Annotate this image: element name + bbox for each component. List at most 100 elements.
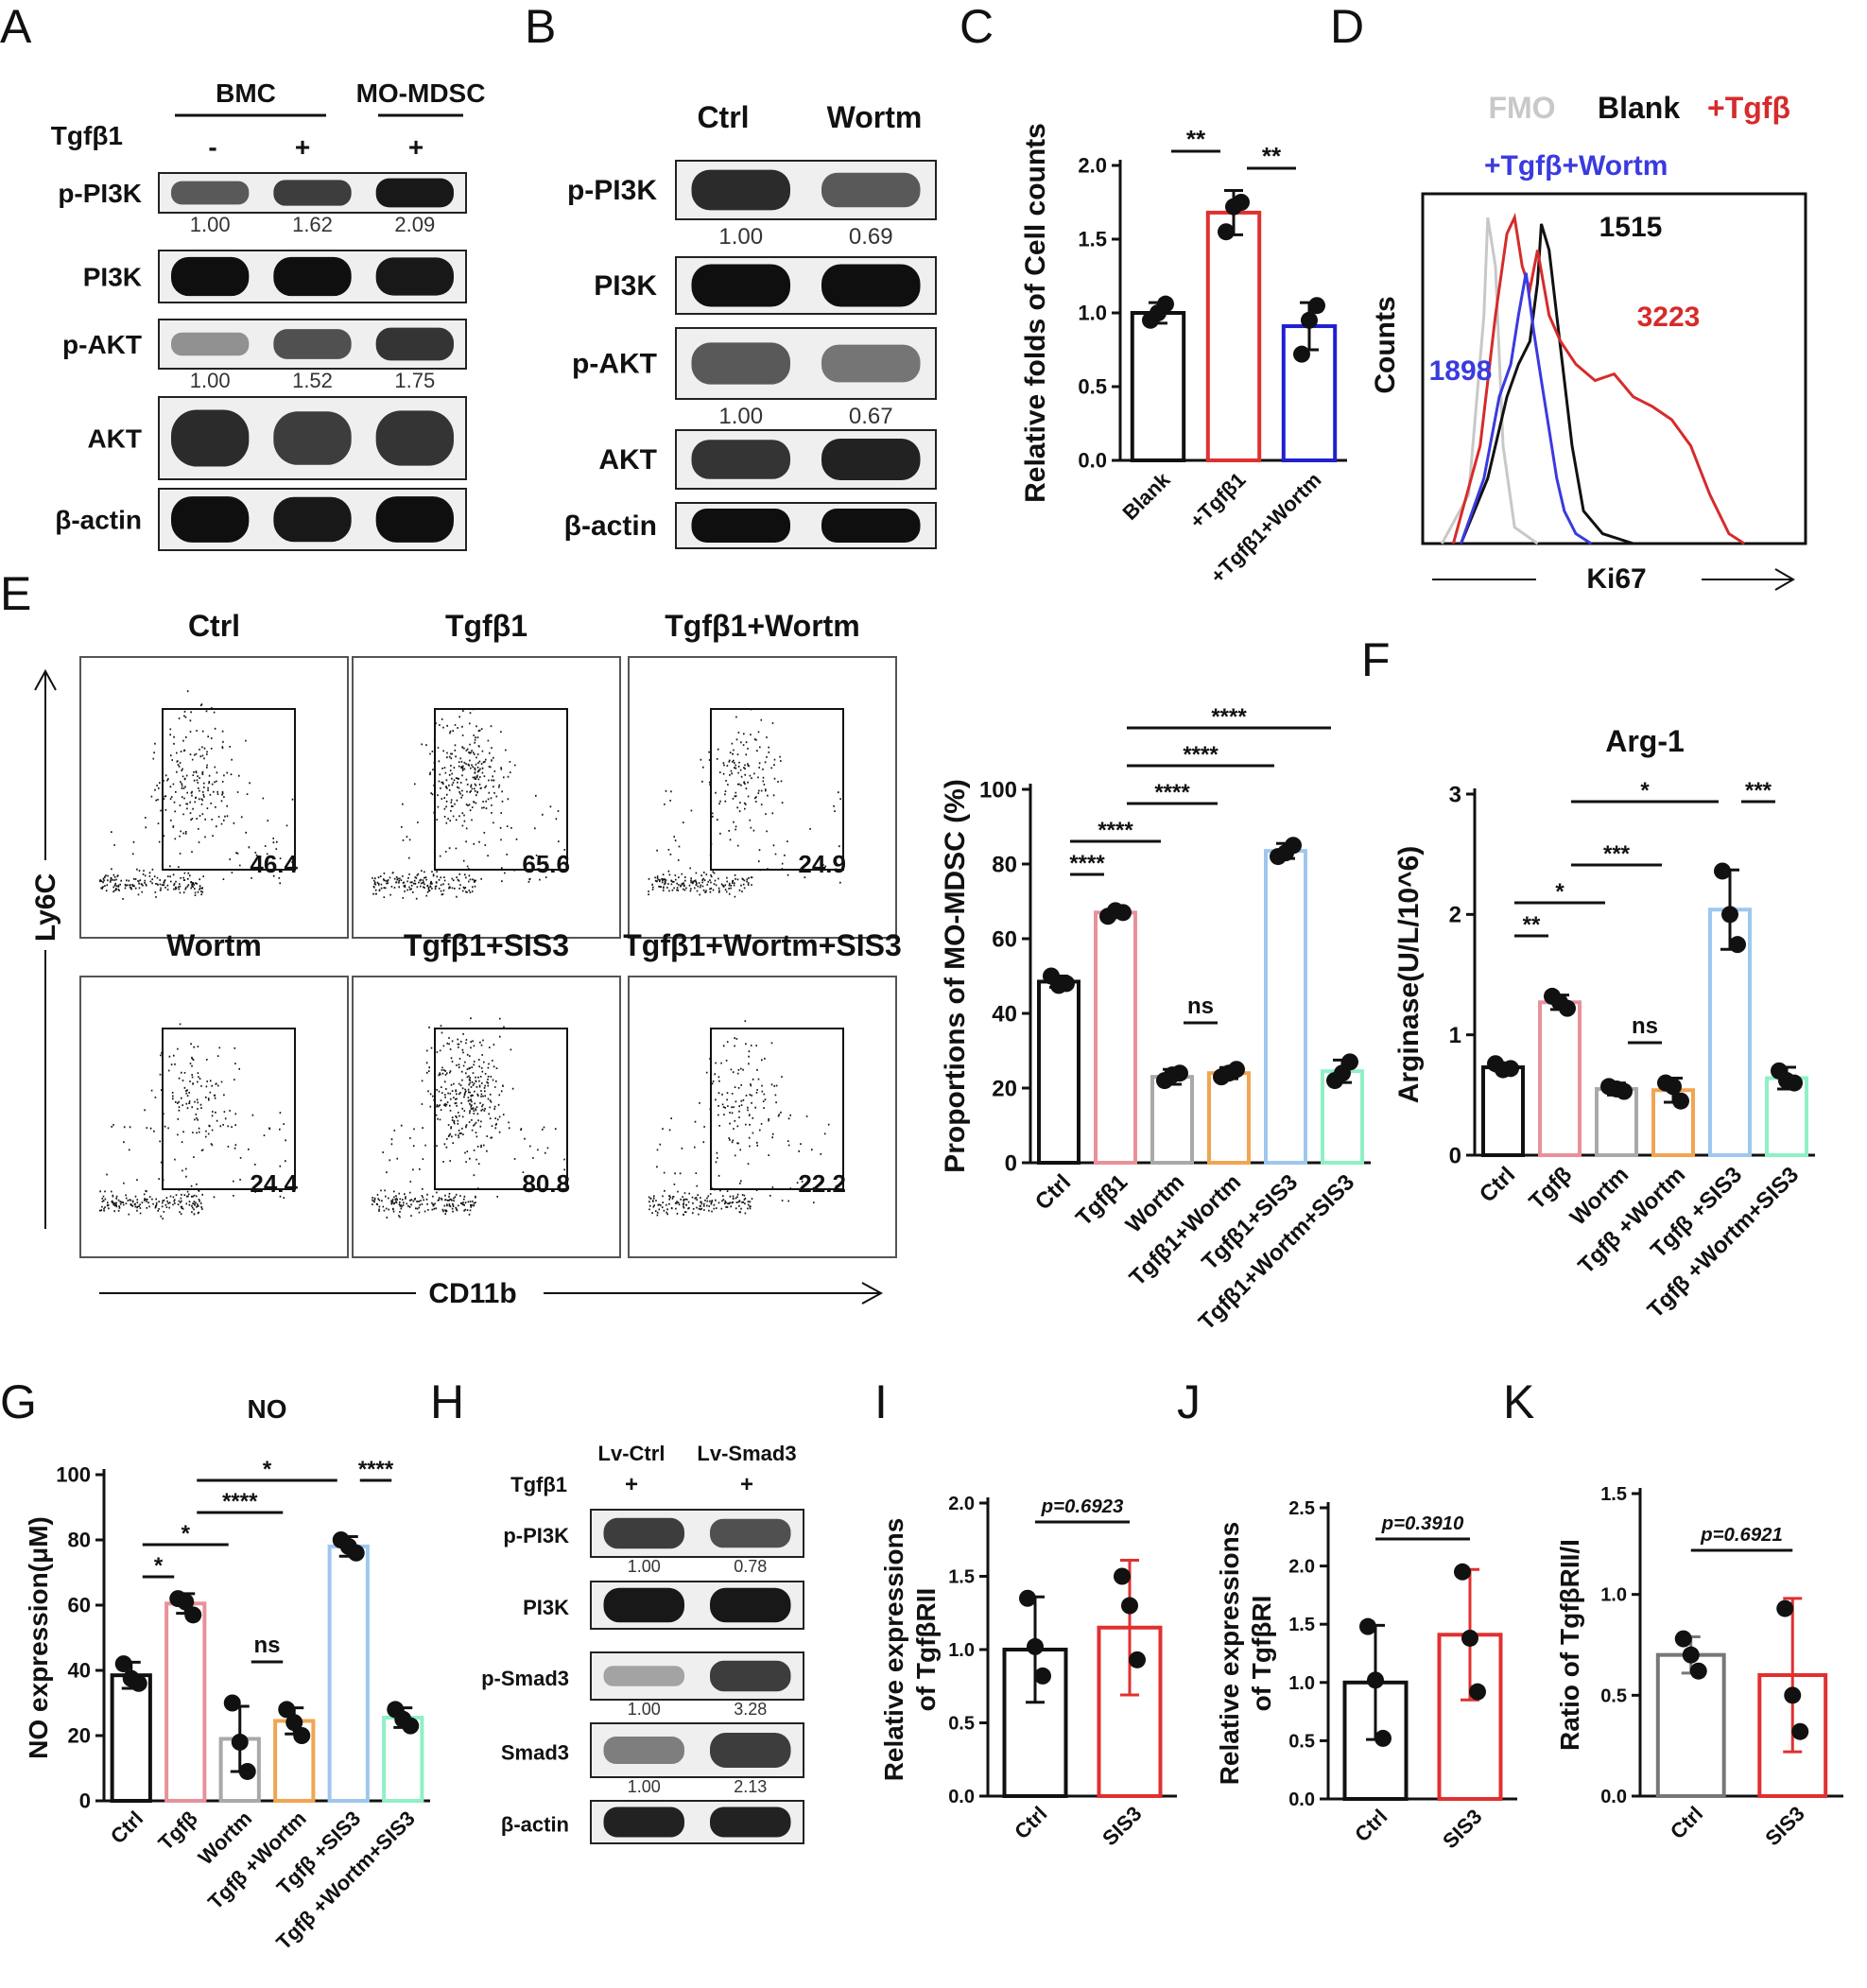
panel-a-western-blot: BMC MO-MDSC Tgfβ1 - + + p-PI3K 1.00 1.62 2.09 PI3K… [51, 78, 486, 551]
y-tick-label-k: 0.0 [1600, 1787, 1627, 1807]
panel-a-band-label: p-PI3K [58, 179, 142, 208]
x-tick-label-c: Blank [1117, 467, 1175, 525]
legend-blank: Blank [1598, 91, 1680, 125]
y-tick-label-i: 0.0 [948, 1787, 975, 1807]
panel-letter-f: F [1361, 633, 1391, 686]
data-point-e-bar [1164, 1066, 1181, 1084]
y-tick-label-e-bar: 60 [992, 926, 1017, 952]
significance-label-g: * [154, 1553, 164, 1579]
y-axis-label-i: Relative expressions [879, 1518, 908, 1782]
panel-a-band [375, 327, 454, 361]
x-tick-label-k: Ctrl [1666, 1802, 1707, 1843]
y-tick-label-c: 1.0 [1078, 302, 1107, 325]
significance-label-e-bar: **** [1211, 704, 1247, 730]
tgfb-wortm-curve [1460, 272, 1593, 545]
panel-a-band [273, 411, 352, 465]
data-point-e-bar [1050, 977, 1067, 994]
y-tick-label-f: 0 [1449, 1143, 1461, 1168]
panel-h-band-quant: 1.00 [628, 1700, 661, 1719]
panel-a-treatment-sign: - [208, 132, 216, 162]
panel-h-band [603, 1587, 684, 1623]
panel-b-band [691, 440, 790, 479]
significance-label-f: * [1640, 778, 1650, 804]
panel-h-band [710, 1587, 791, 1623]
y-axis-label-j: Relative expressions [1215, 1522, 1244, 1786]
flow-gate-percent: 46.4 [250, 850, 298, 878]
data-point-e-bar [1334, 1064, 1351, 1082]
data-point-i [1019, 1589, 1036, 1607]
significance-label-c: ** [1262, 142, 1282, 170]
panel-b-band [691, 509, 790, 543]
y-tick-label-e-bar: 40 [992, 1001, 1017, 1027]
panel-b-band-label: β-actin [564, 510, 657, 542]
data-point-j [1469, 1683, 1486, 1701]
panel-b-western-blot: Ctrl Wortm p-PI3K 1.00 0.69 PI3K p-AKT 1.00 0.67… [564, 100, 937, 549]
data-point-g [293, 1727, 311, 1744]
data-point-f [1665, 1078, 1682, 1096]
panel-a-band [375, 178, 454, 208]
panel-d-flow-histogram: FMO Blank +Tgfβ +Tgfβ+Wortm 1515 3223 1898 Ki67… [1370, 91, 1807, 595]
flow-dots [372, 708, 566, 900]
data-point-f [1778, 1072, 1795, 1090]
panel-h-band-label: Smad3 [501, 1741, 569, 1765]
panel-a-band [171, 181, 250, 205]
panel-a-group-mo-mdsc: MO-MDSC [356, 78, 486, 108]
y-arrow-head [34, 668, 57, 691]
data-point-k [1682, 1646, 1700, 1664]
panel-letter-h: H [430, 1375, 464, 1428]
panel-j-bar-chart: 0.0 0.5 1.0 1.5 2.0 2.5 Relative expressions of… [1215, 1498, 1517, 1853]
flow-gate-percent: 24.4 [250, 1169, 298, 1198]
y-axis-label-f: Arginase(U/L/10^6) [1393, 846, 1425, 1104]
y-tick-label-g: 20 [68, 1724, 91, 1748]
panel-b-band [691, 342, 790, 385]
data-point-e-bar [1277, 844, 1294, 862]
flow-gate-percent: 22.2 [798, 1169, 846, 1198]
x-tick-label-i: SIS3 [1098, 1802, 1146, 1850]
legend-tgfb-wortm: +Tgfβ+Wortm [1484, 150, 1668, 182]
data-point-c [1293, 345, 1310, 363]
data-point-g [285, 1714, 303, 1732]
panel-e-bar-chart: 0 20 40 60 80 100 Proportions of MO-MDSC (%) Ct… [940, 704, 1371, 1335]
data-point-i [1121, 1597, 1138, 1615]
panel-a-treatment-sign: + [295, 132, 310, 162]
panel-letter-c: C [959, 0, 994, 53]
y-tick-label-i: 2.0 [948, 1494, 975, 1514]
panel-a-band [375, 496, 454, 543]
panel-h-band-quant: 0.78 [734, 1557, 767, 1576]
bar-e-bar [1094, 910, 1137, 1165]
y-axis-label-k: Ratio of TgfβRII/I [1555, 1539, 1584, 1751]
flow-plot-frame [79, 656, 349, 939]
significance-label-g: ns [253, 1633, 280, 1658]
significance-label-k: p=0.6921 [1700, 1525, 1783, 1546]
panel-h-treatment-sign: + [740, 1472, 753, 1497]
panel-a-band-quant: 1.62 [292, 213, 333, 236]
bar-g [327, 1544, 370, 1804]
y-tick-label-g: 0 [79, 1789, 91, 1813]
panel-a-band [273, 329, 352, 359]
data-point-f [1608, 1080, 1625, 1098]
panel-h-treatment-sign: + [625, 1472, 638, 1497]
bar-f [1481, 1065, 1525, 1157]
y-axis-label-g: NO expression(μM) [24, 1516, 53, 1759]
flow-dots [372, 1017, 565, 1219]
data-point-k [1776, 1599, 1794, 1617]
y-axis-label-e-bar: Proportions of MO-MDSC (%) [940, 779, 971, 1173]
x-tick-label-e-bar: Ctrl [1030, 1169, 1076, 1215]
significance-label-f: *** [1745, 778, 1772, 804]
data-point-g [114, 1655, 132, 1673]
x-tick-label-i: Ctrl [1010, 1802, 1051, 1843]
blank-curve [1460, 223, 1634, 545]
flow-gate-percent: 65.6 [522, 850, 570, 878]
y-tick-label-k: 1.5 [1600, 1484, 1627, 1505]
panel-h-treatment-label: Tgfβ1 [510, 1473, 567, 1496]
data-point-e-bar [1107, 902, 1124, 920]
data-point-k [1784, 1686, 1802, 1704]
panel-b-band-label: PI3K [594, 270, 657, 302]
bar-c [1130, 311, 1186, 462]
panel-b-band-quant: 0.67 [849, 404, 893, 429]
data-point-g [223, 1694, 241, 1712]
y-axis-label-i: of TgfβRII [911, 1588, 941, 1712]
bar-e-bar [1037, 979, 1080, 1166]
panel-a-band [375, 257, 454, 296]
